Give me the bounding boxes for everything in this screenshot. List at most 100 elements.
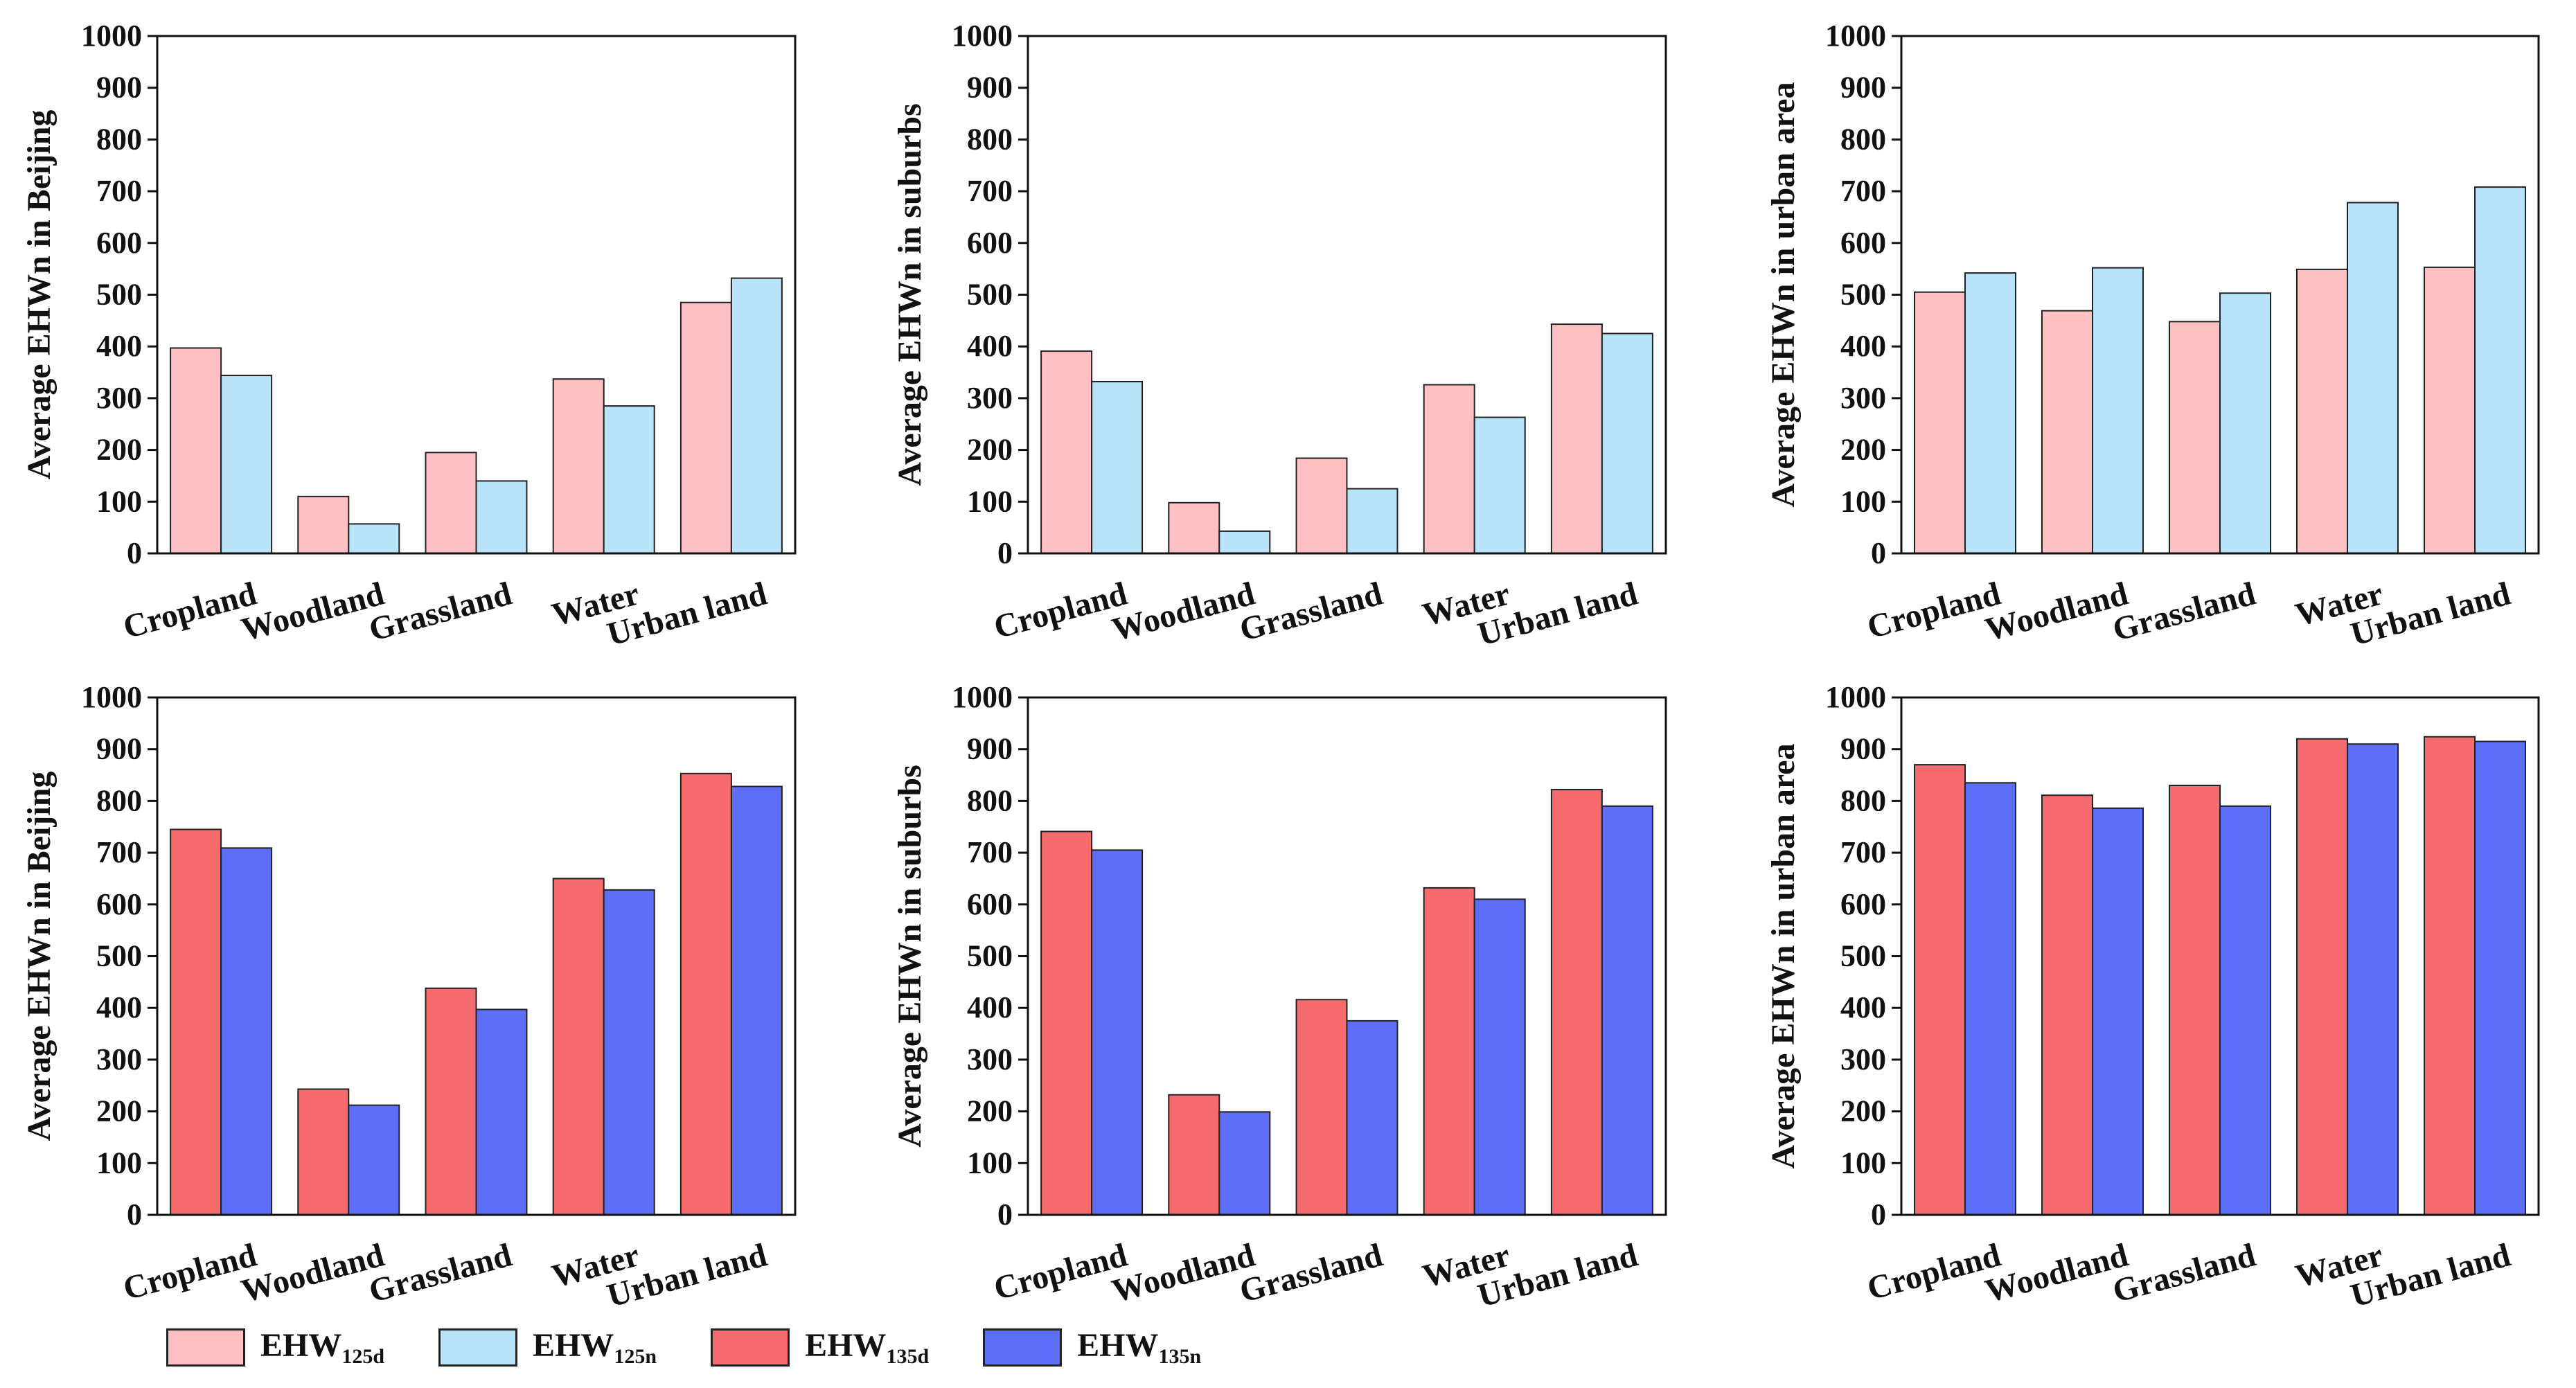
y-tick-label: 0 <box>997 1198 1013 1231</box>
y-tick-label: 100 <box>967 484 1013 518</box>
y-tick-label: 400 <box>967 329 1013 363</box>
y-tick-label: 600 <box>1840 887 1886 921</box>
legend-item-ehw125d: EHW125d <box>166 1326 384 1369</box>
y-tick-label: 200 <box>96 433 142 467</box>
y-tick-label: 500 <box>1840 278 1886 312</box>
y-tick-label: 200 <box>96 1094 142 1128</box>
bar-ehw125n-grassland <box>2219 292 2271 554</box>
legend-item-ehw135d: EHW135d <box>711 1326 929 1369</box>
bar-ehw135n-woodland <box>348 1104 400 1216</box>
y-tick-label: 400 <box>96 329 142 363</box>
chart-panel-6: 0 100 200 300 400 500 600 700 800 900 1000 Cropland… <box>1765 680 2540 1315</box>
legend-label-ehw135d: EHW135d <box>805 1326 930 1368</box>
x-tick-label-woodland: Woodland <box>1982 575 2133 648</box>
bar-ehw135n-cropland <box>220 847 273 1216</box>
y-tick-label: 300 <box>967 1042 1013 1076</box>
bar-ehw125d-water <box>2296 268 2348 554</box>
bar-ehw135d-woodland <box>2041 794 2093 1216</box>
legend-item-ehw135n: EHW135n <box>983 1326 1201 1369</box>
chart-panel-5: 0 100 200 300 400 500 600 700 800 900 1000 Cropland… <box>891 680 1667 1315</box>
y-tick-label: 1000 <box>952 19 1013 53</box>
bar-ehw135n-grassland <box>475 1008 528 1216</box>
y-tick-label: 800 <box>1840 122 1886 156</box>
chart-panel-2: 0 100 200 300 400 500 600 700 800 900 1000 Cropland… <box>891 19 1667 653</box>
y-tick-label: 900 <box>96 732 142 766</box>
bar-ehw125n-grassland <box>1346 488 1398 554</box>
y-tick-label: 600 <box>96 887 142 921</box>
bar-ehw135d-grassland <box>2169 784 2221 1216</box>
legend-label-ehw125n: EHW125n <box>533 1326 657 1368</box>
bar-ehw125d-grassland <box>425 452 477 555</box>
x-tick-label-cropland: Cropland <box>1863 575 2005 646</box>
bar-ehw125n-woodland <box>1218 530 1271 555</box>
bar-ehw135n-water <box>2347 743 2399 1216</box>
x-tick-label-grassland: Grassland <box>2109 1236 2260 1310</box>
y-axis-label: Average EHWn in Beijing <box>21 110 57 480</box>
y-tick-label: 200 <box>967 433 1013 467</box>
x-tick-label-grassland: Grassland <box>1236 575 1387 648</box>
bar-ehw125d-grassland <box>1295 457 1348 554</box>
y-tick-label: 200 <box>1840 1094 1886 1128</box>
y-axis-label: Average EHWn in urban area <box>1765 743 1802 1168</box>
y-tick-label: 1000 <box>81 19 142 53</box>
y-tick-label: 700 <box>96 835 142 869</box>
y-tick-label: 700 <box>1840 174 1886 208</box>
y-tick-label: 600 <box>96 226 142 260</box>
y-tick-label: 600 <box>1840 226 1886 260</box>
y-tick-label: 700 <box>96 174 142 208</box>
bar-ehw125d-water <box>1423 384 1475 555</box>
legend-swatch-ehw125d <box>166 1328 245 1367</box>
bar-ehw135n-water <box>1473 898 1526 1216</box>
bar-ehw125n-cropland <box>1964 272 2016 554</box>
bar-ehw125n-water <box>2347 202 2399 554</box>
y-tick-label: 900 <box>96 71 142 105</box>
bar-ehw125n-urban-land <box>1601 332 1653 554</box>
bar-ehw135d-water <box>552 878 605 1216</box>
y-axis-label: Average EHWn in urban area <box>1765 82 1802 507</box>
x-tick-label-grassland: Grassland <box>1236 1236 1387 1310</box>
y-tick-label: 600 <box>967 887 1013 921</box>
y-tick-label: 300 <box>967 381 1013 415</box>
y-axis-label: Average EHWn in suburbs <box>891 103 928 486</box>
y-tick-label: 900 <box>1840 732 1886 766</box>
y-tick-label: 400 <box>967 990 1013 1024</box>
y-tick-label: 0 <box>1871 1198 1886 1231</box>
legend-label-ehw135n: EHW135n <box>1077 1326 1202 1368</box>
legend-swatch-ehw135n <box>983 1328 1063 1367</box>
bar-ehw135d-water <box>1423 887 1475 1216</box>
bar-ehw125n-woodland <box>348 523 400 555</box>
bar-ehw135d-grassland <box>1295 999 1348 1216</box>
bar-ehw135n-woodland <box>2092 807 2144 1216</box>
bar-ehw135d-water <box>2296 738 2348 1216</box>
chart-panel-3: 0 100 200 300 400 500 600 700 800 900 1000 Cropland… <box>1765 19 2540 653</box>
y-tick-label: 500 <box>1840 939 1886 973</box>
bar-ehw135d-cropland <box>170 828 222 1216</box>
x-tick-label-cropland: Cropland <box>990 575 1131 646</box>
y-tick-label: 0 <box>1871 536 1886 570</box>
bar-ehw125n-water <box>1473 416 1526 554</box>
y-tick-label: 300 <box>96 1042 142 1076</box>
bar-ehw125d-water <box>552 378 605 554</box>
y-tick-label: 700 <box>1840 835 1886 869</box>
bar-ehw125d-urban-land <box>679 301 732 554</box>
y-tick-label: 900 <box>967 71 1013 105</box>
y-tick-label: 1000 <box>1825 19 1886 53</box>
y-tick-label: 100 <box>96 484 142 518</box>
x-tick-label-woodland: Woodland <box>238 575 389 648</box>
bar-ehw125d-urban-land <box>1550 323 1603 554</box>
y-tick-label: 300 <box>1840 381 1886 415</box>
y-tick-label: 0 <box>127 536 142 570</box>
legend-label-ehw125d: EHW125d <box>260 1326 385 1368</box>
bar-ehw125d-cropland <box>170 347 222 554</box>
x-tick-label-woodland: Woodland <box>238 1236 389 1310</box>
bar-ehw125n-cropland <box>1091 380 1144 554</box>
y-tick-label: 1000 <box>952 680 1013 714</box>
x-tick-label-cropland: Cropland <box>119 575 260 646</box>
y-tick-label: 600 <box>967 226 1013 260</box>
y-tick-label: 800 <box>96 122 142 156</box>
bar-ehw135d-woodland <box>1168 1094 1220 1216</box>
x-tick-label-grassland: Grassland <box>365 575 516 648</box>
bar-ehw135n-cropland <box>1091 849 1144 1216</box>
y-axis-label: Average EHWn in Beijing <box>21 772 57 1141</box>
